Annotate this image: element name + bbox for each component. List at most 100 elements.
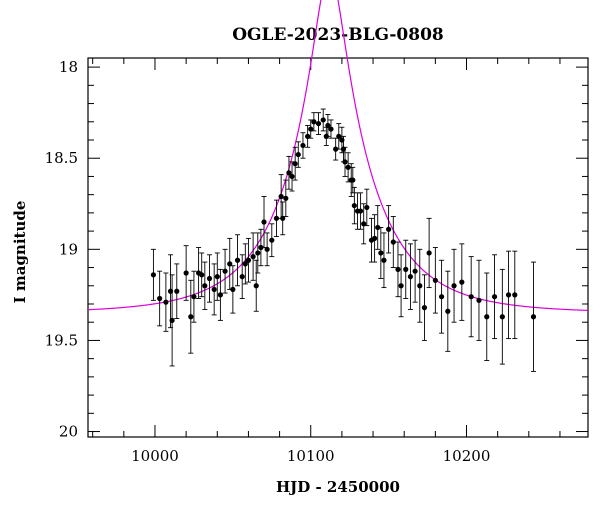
point-marker <box>157 295 163 302</box>
point-marker <box>261 219 267 225</box>
point-marker <box>351 202 357 209</box>
point-marker <box>264 246 270 252</box>
data-point <box>278 174 284 219</box>
data-point <box>381 232 387 289</box>
data-point <box>269 223 275 258</box>
model-curve <box>87 0 589 312</box>
data-point <box>289 161 295 192</box>
point-marker <box>191 294 197 300</box>
data-point <box>230 265 236 314</box>
data-point <box>407 243 414 310</box>
data-point <box>253 259 259 312</box>
point-marker <box>395 266 401 272</box>
data-point <box>342 146 348 177</box>
data-point <box>476 259 482 341</box>
data-point <box>398 254 404 318</box>
data-point <box>320 108 326 132</box>
point-marker <box>315 120 322 127</box>
point-marker <box>499 314 505 320</box>
data-point <box>202 261 208 310</box>
point-marker <box>468 294 474 300</box>
point-marker <box>188 314 194 320</box>
data-point <box>438 259 445 334</box>
data-point <box>280 201 286 236</box>
data-point <box>459 243 465 321</box>
point-marker <box>199 272 205 278</box>
point-marker <box>372 235 378 241</box>
data-point <box>395 241 401 298</box>
data-point <box>311 112 317 132</box>
data-point <box>315 112 322 135</box>
data-point <box>328 119 334 139</box>
data-point <box>357 192 364 230</box>
data-point <box>188 279 194 354</box>
point-marker <box>438 294 445 300</box>
data-point <box>234 234 241 287</box>
point-marker <box>273 215 280 221</box>
y-axis-label: I magnitude <box>11 201 29 304</box>
chart-title: OGLE-2023-BLG-0808 <box>232 25 444 45</box>
data-point <box>211 263 217 316</box>
data-point <box>403 239 409 299</box>
data-point <box>258 228 264 267</box>
data-point <box>351 186 357 225</box>
point-marker <box>295 151 301 158</box>
data-point <box>273 199 280 238</box>
data-point <box>336 123 342 150</box>
point-marker <box>214 274 220 280</box>
data-point <box>169 274 175 367</box>
data-point <box>163 272 169 332</box>
data-point <box>292 146 298 181</box>
data-point <box>283 179 289 217</box>
x-tick-label: 10100 <box>287 447 335 465</box>
data-point <box>378 227 384 279</box>
point-marker <box>350 177 356 183</box>
point-marker <box>308 126 314 132</box>
point-marker <box>451 283 457 289</box>
point-marker <box>421 305 428 311</box>
point-marker <box>150 272 157 278</box>
point-marker <box>412 268 418 274</box>
point-marker <box>169 317 175 323</box>
point-marker <box>417 283 423 289</box>
data-point <box>350 166 356 194</box>
data-point <box>325 114 331 137</box>
point-marker <box>286 170 292 176</box>
point-marker <box>390 239 396 245</box>
point-marker <box>381 257 387 263</box>
point-marker <box>328 126 334 132</box>
data-point <box>468 256 474 338</box>
data-point <box>214 252 220 301</box>
data-point <box>199 252 205 298</box>
data-point <box>530 261 537 372</box>
point-marker <box>217 292 223 298</box>
point-marker <box>211 286 217 293</box>
point-marker <box>292 161 298 167</box>
data-point <box>426 217 432 289</box>
x-axis-label: HJD - 2450000 <box>276 478 400 496</box>
data-point <box>206 254 213 303</box>
data-point <box>432 247 438 314</box>
data-point <box>305 124 311 148</box>
data-point <box>250 232 256 281</box>
point-marker <box>432 277 438 283</box>
point-marker <box>364 204 370 211</box>
point-marker <box>239 274 245 280</box>
data-point <box>499 268 505 365</box>
point-marker <box>491 294 498 300</box>
data-point <box>386 205 392 254</box>
point-marker <box>174 288 180 294</box>
data-point <box>195 247 202 299</box>
point-marker <box>386 226 392 232</box>
plot-frame <box>87 57 589 438</box>
data-point <box>217 268 223 321</box>
data-point <box>242 243 248 285</box>
y-tick-label: 20 <box>59 423 78 441</box>
point-marker <box>342 159 348 165</box>
point-marker <box>325 122 331 129</box>
point-marker <box>269 237 275 243</box>
point-marker <box>336 133 342 139</box>
y-tick-label: 18.5 <box>45 149 78 167</box>
point-marker <box>227 261 233 267</box>
